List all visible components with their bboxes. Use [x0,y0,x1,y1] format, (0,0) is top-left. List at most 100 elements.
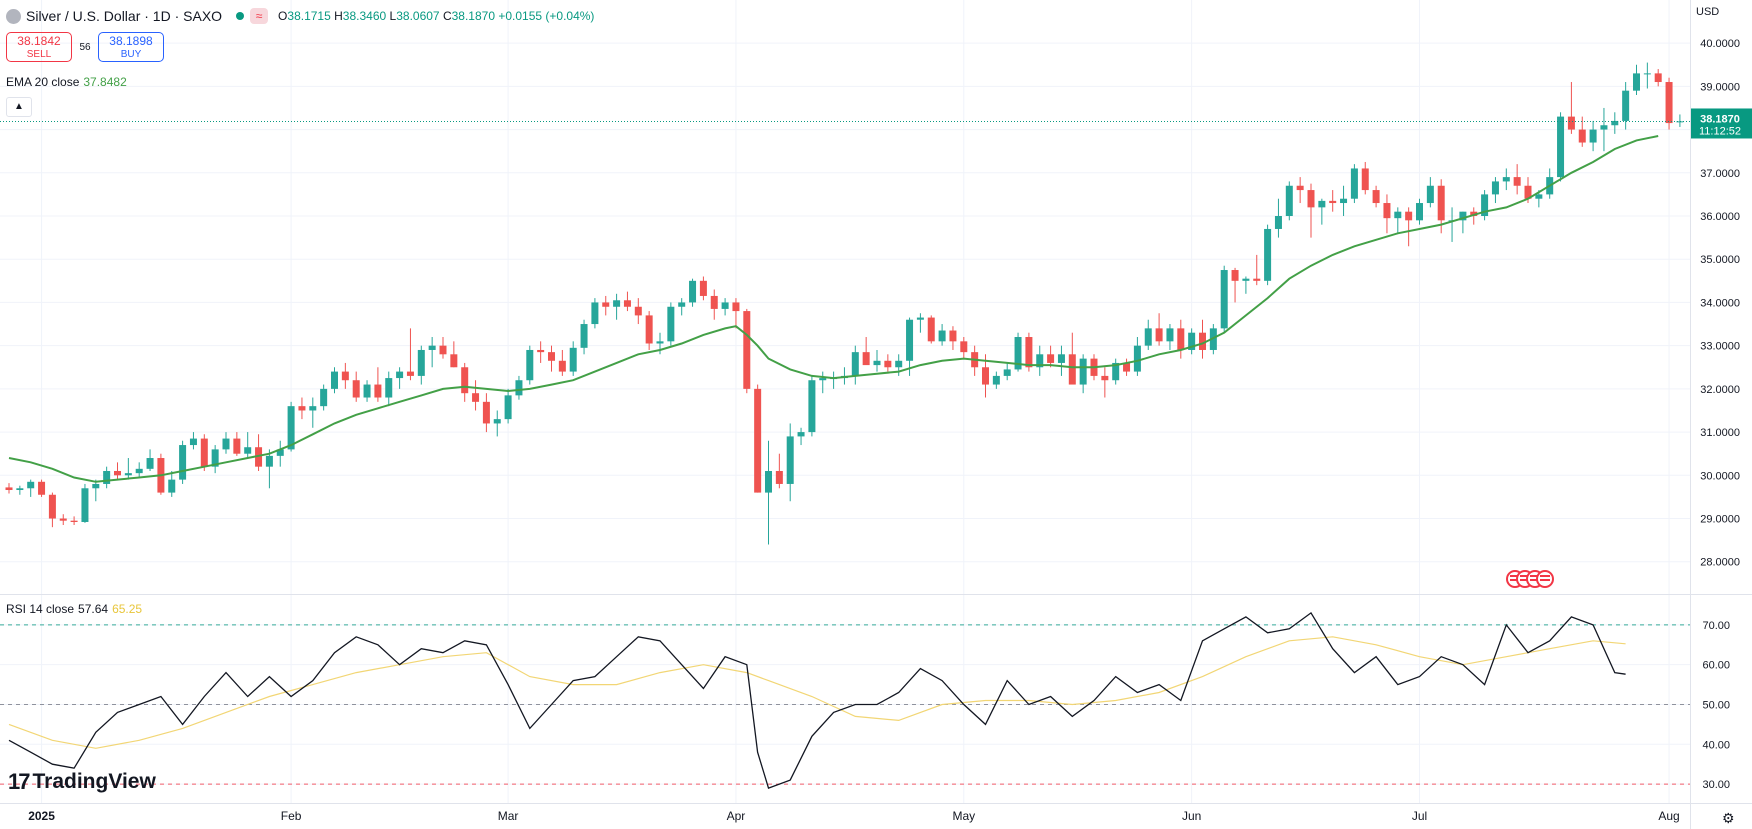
chart-header: Silver / U.S. Dollar · 1D · SAXO ≈ O38.1… [6,6,594,26]
candle-up [1394,207,1402,234]
candle-up [1036,345,1044,376]
candle-body [1600,125,1608,130]
candle-up [765,440,772,545]
ema-series [8,135,1659,483]
event-flag-icon[interactable] [1536,570,1554,588]
candle-body [699,280,707,296]
candle-body [1394,211,1402,219]
candle-down [699,276,707,301]
candle-down [1307,183,1315,238]
rsi-series [8,611,1626,789]
high-value: 38.3460 [342,9,387,23]
candle-up [1426,177,1434,208]
candle-body [537,349,545,353]
candle-up [1589,120,1597,152]
price-tick-label: 31.0000 [1700,427,1740,439]
candle-body [743,311,751,389]
candle-body [472,393,480,402]
candle-down [743,308,751,394]
candle-body [450,354,458,368]
candle-body [146,458,154,469]
candle-body [1133,345,1141,372]
candle-up [16,485,24,495]
candle-down [352,371,360,402]
ema-label: EMA 20 close [6,75,80,89]
currency-selector[interactable]: USD [1696,6,1720,18]
candle-body [1220,270,1228,329]
candle-up [1318,198,1326,225]
ema20-line [8,135,1659,483]
settings-gear-icon[interactable]: ⚙ [1722,810,1735,826]
candle-up [906,317,914,376]
candle-up [331,367,338,394]
candle-up [830,371,838,389]
candle-body [623,300,631,307]
candle-body [287,406,295,450]
candle-up [786,423,794,502]
candle-body [862,352,870,366]
candle-up [1166,324,1174,350]
candle-body [1611,120,1619,126]
candle-body [797,432,805,437]
candle-down [341,362,349,389]
candle-body [667,306,675,342]
candle-up [81,483,89,523]
candle-body [689,280,697,303]
candle-body [168,479,176,493]
candle-body [1481,194,1489,216]
candle-up [1057,345,1065,376]
candle-up [320,384,328,411]
candle-down [48,492,56,528]
candle-body [1036,354,1044,368]
candle-up [1448,207,1456,242]
candle-down [439,337,447,359]
candle-body [1622,90,1630,121]
candle-up [992,371,1000,389]
candle-up [1340,185,1348,216]
candle-up [569,341,577,376]
candle-body [1057,354,1065,363]
candle-down [949,326,957,350]
candle-body [1144,328,1152,346]
candle-up [1676,114,1684,127]
wave-icon[interactable]: ≈ [250,8,269,24]
collapse-legend-button[interactable]: ▲ [6,97,32,117]
candle-up [287,401,295,452]
candle-body [1025,337,1033,368]
ema-legend[interactable]: EMA 20 close 37.8482 [6,75,127,89]
candle-down [960,337,968,359]
silver-icon [6,8,21,24]
candle-body [103,470,111,484]
time-tick-label: Mar [498,809,519,823]
candle-down [1383,194,1391,234]
candle-down [1199,319,1206,359]
symbol-title[interactable]: Silver / U.S. Dollar · 1D · SAXO [26,8,223,24]
price-tick-label: 37.0000 [1700,168,1740,180]
candle-up [916,313,924,333]
candle-down [710,289,718,320]
candle-body [461,367,469,394]
time-tick-label: Jul [1412,809,1427,823]
candle-body [1633,73,1640,91]
rsi-legend[interactable]: RSI 14 close 57.64 65.25 [6,602,142,616]
candle-body [428,345,436,350]
rsi-levels [0,624,1690,785]
buy-button[interactable]: 38.1898 BUY [98,32,164,62]
candle-up [938,324,946,346]
candle-down [862,337,870,366]
candle-down [1231,267,1239,303]
candle-up [244,432,252,459]
candle-down [472,380,480,411]
candle-down [1578,116,1586,147]
candle-up [1188,328,1196,355]
candle-body [1274,216,1282,229]
candle-body [992,375,1000,385]
candle-up [493,410,501,437]
candle-down [482,393,490,433]
market-open-icon [236,12,245,20]
candle-up [417,345,425,385]
sell-button[interactable]: 38.1842 SELL [6,32,72,62]
candle-down [1361,161,1369,195]
candle-body [1068,354,1076,385]
